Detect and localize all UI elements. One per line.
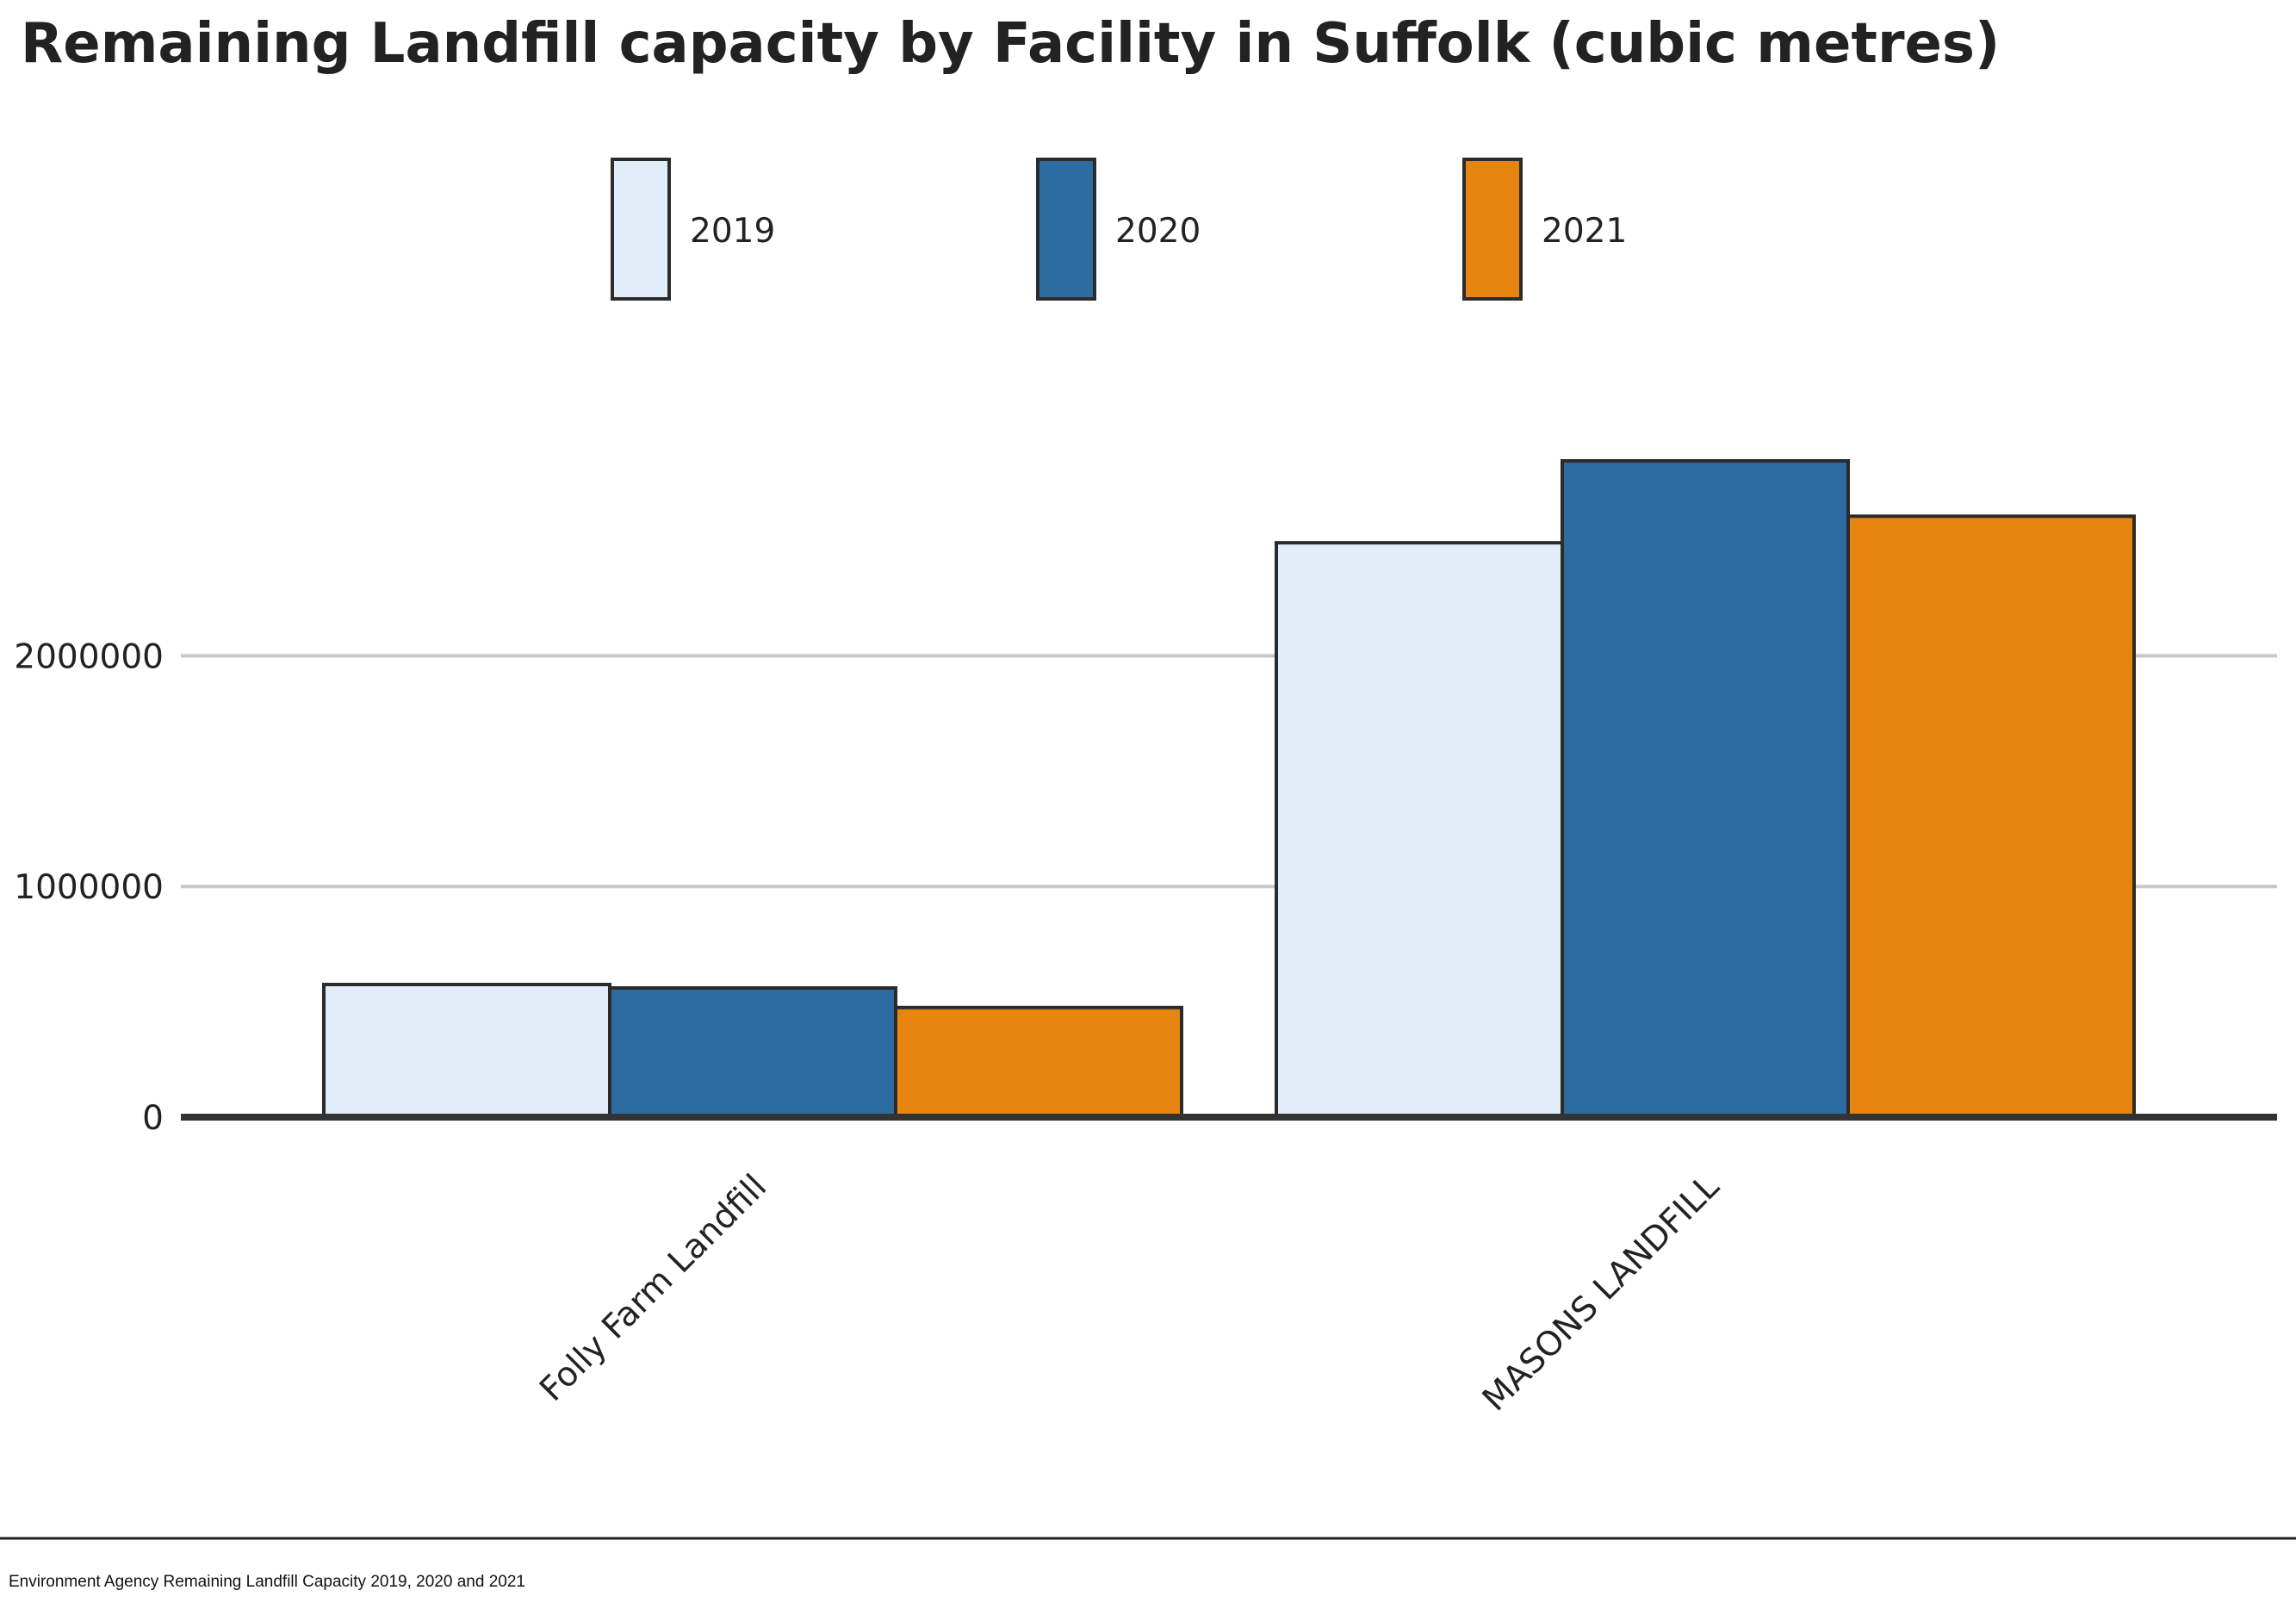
legend-swatch-2019 <box>611 158 671 301</box>
y-tick-label: 1000000 <box>14 868 164 907</box>
bar-2019-0 <box>322 983 611 1119</box>
bar-2020-1 <box>1561 459 1850 1119</box>
x-category-label: Folly Farm Landfill <box>532 1167 774 1409</box>
bar-2019-1 <box>1275 541 1564 1119</box>
legend-label: 2021 <box>1542 212 1627 251</box>
source-note: Environment Agency Remaining Landfill Ca… <box>9 1573 525 1591</box>
x-axis-categories: Folly Farm Landfill MASONS LANDFILL <box>532 1167 1727 1419</box>
chart-title: Remaining Landfill capacity by Facility … <box>21 12 2000 76</box>
y-tick-label: 0 <box>142 1099 164 1138</box>
x-category-label: MASONS LANDFILL <box>1475 1167 1727 1419</box>
bar-2021-0 <box>894 1005 1183 1119</box>
legend-label: 2019 <box>690 212 775 251</box>
legend: 2019 2020 2021 <box>611 158 1627 301</box>
y-axis-ticks: 0 1000000 2000000 <box>14 637 164 1138</box>
bars <box>322 459 2136 1120</box>
legend-swatch-2021 <box>1462 158 1523 301</box>
bar-2021-1 <box>1846 514 2136 1119</box>
legend-label: 2020 <box>1115 212 1201 251</box>
y-tick-label: 2000000 <box>14 637 164 676</box>
legend-swatch-2020 <box>1036 158 1096 301</box>
bar-2020-0 <box>608 986 897 1120</box>
